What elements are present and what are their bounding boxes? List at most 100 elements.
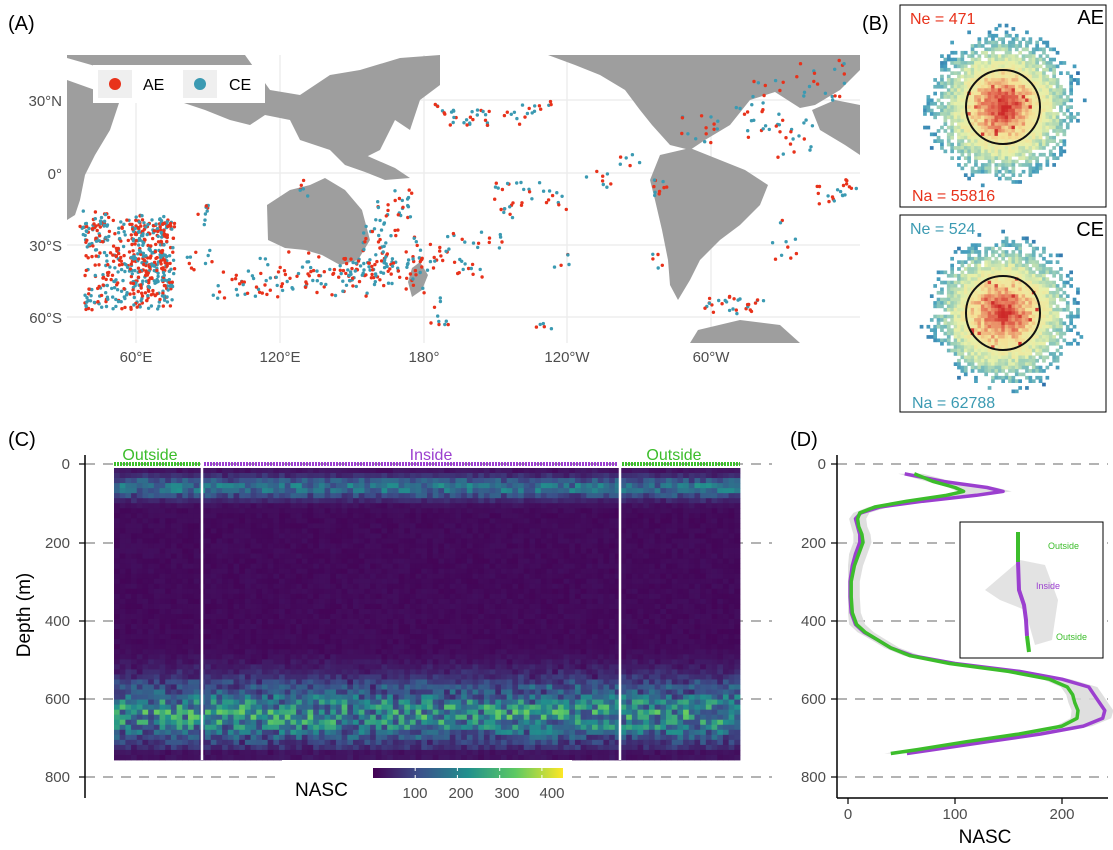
- composite-cell: [994, 328, 999, 332]
- north-america-landmass: [548, 55, 860, 150]
- composite-cell: [1045, 67, 1050, 72]
- composite-cell: [1011, 273, 1016, 278]
- nasc-cell: [421, 483, 428, 489]
- nasc-cell: [540, 483, 547, 489]
- composite-cell: [970, 54, 975, 58]
- composite-cell: [991, 112, 995, 116]
- ce-eddy-point: [309, 265, 313, 270]
- composite-cell: [1038, 135, 1043, 140]
- ce-eddy-point: [630, 153, 635, 157]
- composite-cell: [994, 267, 999, 271]
- composite-cell: [987, 297, 992, 302]
- composite-cell: [967, 358, 971, 363]
- composite-cell: [950, 321, 954, 326]
- nasc-cell: [119, 498, 126, 504]
- composite-cell: [1021, 335, 1026, 339]
- composite-cell: [1048, 318, 1053, 322]
- composite-cell: [1004, 176, 1009, 181]
- composite-cell: [974, 139, 978, 143]
- composite-cell: [1028, 284, 1033, 288]
- composite-cell: [1004, 135, 1009, 140]
- nasc-cell: [318, 493, 325, 499]
- composite-cell: [980, 71, 985, 75]
- composite-cell: [1021, 358, 1026, 363]
- nasc-cell: [546, 523, 553, 529]
- ae-eddy-point: [306, 272, 310, 276]
- ce-eddy-point: [102, 219, 107, 223]
- composite-cell: [1025, 297, 1029, 302]
- ce-eddy-point: [547, 189, 552, 193]
- nasc-cell: [193, 518, 200, 524]
- composite-cell: [1035, 57, 1039, 62]
- composite-cell: [980, 256, 985, 261]
- composite-cell: [1008, 362, 1012, 366]
- nasc-cell: [449, 493, 456, 499]
- composite-cell: [994, 324, 999, 329]
- composite-cell: [997, 318, 1002, 322]
- nasc-cell: [131, 473, 138, 479]
- composite-cell: [1021, 98, 1026, 103]
- composite-cell: [991, 101, 995, 106]
- nasc-cell: [444, 508, 451, 514]
- composite-cell: [1048, 297, 1053, 302]
- nasc-cell: [290, 488, 297, 494]
- composite-cell: [970, 301, 975, 305]
- ce-eddy-point: [123, 269, 127, 274]
- ce-eddy-point: [498, 232, 502, 237]
- composite-cell: [1011, 358, 1016, 363]
- composite-cell: [970, 352, 975, 356]
- composite-cell: [987, 74, 992, 79]
- nasc-cell: [205, 513, 212, 519]
- nasc-cell: [290, 483, 297, 489]
- nasc-cell: [540, 518, 547, 524]
- ae-eddy-point: [122, 253, 126, 258]
- composite-cell: [963, 84, 968, 89]
- composite-cell: [1035, 304, 1039, 309]
- nasc-cell: [677, 513, 684, 519]
- nasc-cell: [205, 503, 212, 509]
- composite-cell: [1031, 146, 1036, 150]
- ae-eddy-point: [92, 222, 96, 226]
- nasc-cell: [734, 523, 741, 529]
- composite-cell: [933, 304, 937, 309]
- composite-cell: [960, 108, 965, 113]
- composite-cell: [987, 338, 992, 343]
- ce-eddy-point: [365, 291, 369, 295]
- nasc-cell: [683, 503, 690, 509]
- ae-eddy-point: [776, 155, 780, 159]
- nasc-cell: [353, 478, 360, 484]
- composite-cell: [1028, 301, 1033, 305]
- composite-cell: [994, 88, 999, 92]
- composite-cell: [946, 78, 951, 82]
- composite-cell: [1069, 91, 1073, 96]
- composite-cell: [991, 297, 995, 302]
- nasc-cell: [648, 513, 656, 519]
- composite-cell: [1004, 243, 1009, 247]
- composite-cell: [936, 135, 941, 140]
- composite-cell: [991, 84, 995, 89]
- composite-cell: [997, 345, 1002, 349]
- composite-cell: [1008, 139, 1012, 143]
- ae-eddy-point: [133, 232, 137, 236]
- composite-cell: [1072, 297, 1077, 302]
- ae-eddy-point: [158, 225, 162, 229]
- nasc-cell: [592, 473, 599, 479]
- nasc-cell: [455, 523, 462, 529]
- composite-cell: [987, 142, 992, 147]
- composite-cell: [984, 125, 988, 130]
- composite-cell: [1004, 365, 1009, 370]
- ce-eddy-point: [268, 276, 273, 280]
- composite-cell: [974, 105, 978, 109]
- composite-cell: [974, 142, 978, 147]
- nasc-cell: [666, 473, 673, 479]
- composite-cell: [1069, 98, 1073, 103]
- composite-cell: [940, 324, 944, 329]
- nasc-cell: [643, 478, 650, 484]
- composite-cell: [980, 166, 985, 171]
- ae-eddy-point: [618, 155, 623, 159]
- ce-eddy-point: [661, 179, 665, 184]
- composite-cell: [1055, 290, 1060, 295]
- nasc-cell: [648, 478, 656, 484]
- ae-heatmap-cells: [923, 23, 1087, 188]
- composite-cell: [980, 365, 985, 370]
